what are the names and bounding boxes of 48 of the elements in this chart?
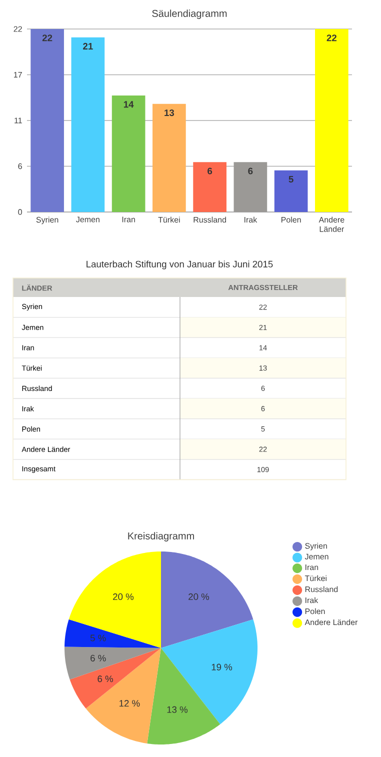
data-label: 12 %: [120, 700, 140, 707]
legend-label: Jemen: [304, 554, 328, 560]
bar: [71, 37, 105, 212]
bar: [274, 170, 308, 212]
data-label: 6: [248, 168, 253, 174]
legend-label: Andere Länder: [304, 619, 358, 626]
data-label: 21: [83, 42, 93, 50]
x-tick-label: Russland: [194, 216, 226, 223]
data-label: 13 %: [167, 706, 188, 713]
y-tick-label: 17: [14, 72, 22, 78]
legend-label: Russland: [305, 586, 338, 592]
legend-label: Polen: [305, 608, 325, 614]
bar: [30, 29, 64, 212]
y-tick-label: 0: [18, 209, 22, 215]
text: Lauterbach Stiftung von Januar bis Juni 2015: [86, 260, 273, 270]
data-label: 13: [164, 109, 174, 116]
data-label: 20 %: [113, 593, 134, 600]
bar: [112, 96, 146, 212]
data-label: 6: [208, 168, 212, 174]
data-label: 19 %: [212, 664, 232, 670]
x-tick-label: Syrien: [36, 216, 58, 224]
data-label: 20 %: [188, 593, 210, 600]
y-tick-label: 6: [18, 163, 22, 170]
legend-label: Syrien: [305, 542, 327, 550]
bar: [315, 29, 348, 212]
x-tick-label: Iran: [122, 216, 135, 222]
data-label: 22: [326, 34, 336, 42]
y-tick-label: 11: [14, 118, 22, 124]
x-tick-label: Irak: [244, 216, 258, 223]
x-tick-label: Polen: [281, 216, 301, 223]
y-tick-label: 22: [14, 26, 22, 32]
bar: [152, 104, 186, 212]
data-label: 5 %: [90, 634, 106, 642]
data-label: 6 %: [98, 676, 113, 682]
x-tick-label: Jemen: [76, 216, 100, 222]
bar: [193, 162, 226, 212]
chart-title: Kreisdiagramm: [128, 532, 194, 542]
legend-label: Irak: [306, 597, 318, 604]
x-tick-label: Andere Länder: [318, 216, 344, 232]
legend-label: Iran: [306, 564, 318, 570]
data-label: 14: [124, 101, 134, 108]
data-label: 6 %: [90, 654, 106, 662]
legend-label: Türkei: [304, 575, 326, 582]
data-label: 5: [288, 176, 294, 183]
x-tick-label: Türkei: [158, 216, 180, 223]
chart-title: Säulendiagramm: [152, 10, 227, 19]
bar: [234, 162, 268, 212]
data-label: 22: [42, 34, 52, 42]
